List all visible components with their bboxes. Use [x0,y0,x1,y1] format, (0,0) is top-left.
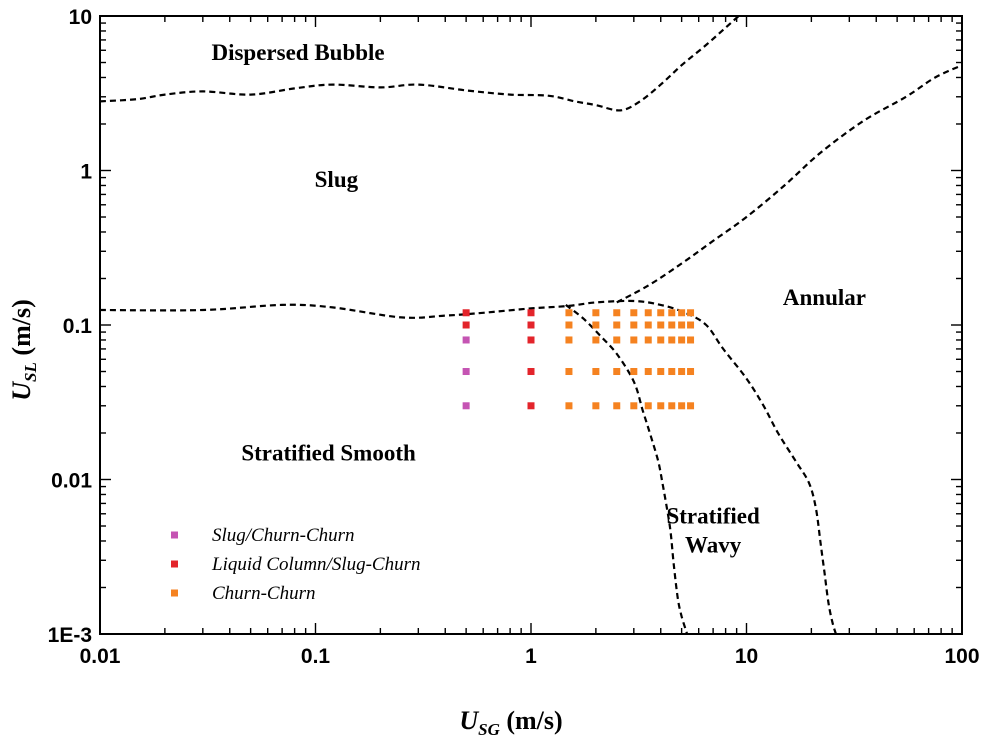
region-label-stratified-wavy: Stratified Wavy [666,503,759,557]
legend: Slug/Churn-Churn Liquid Column/Slug-Churn… [171,525,421,604]
data-point-series-3 [592,336,600,344]
legend-label: Slug/Churn-Churn [212,525,355,546]
legend-swatch [171,560,178,568]
data-point-series-3 [613,368,621,376]
y-tick-label: 0.01 [51,470,92,493]
data-point-series-3 [668,336,676,344]
data-point-series-3 [668,321,676,329]
data-point-series-3 [613,336,621,344]
data-point-series-1 [462,402,470,410]
dispersed-bubble-boundary [99,15,740,112]
plot-frame [99,15,963,635]
data-point-series-2 [527,402,535,410]
legend-swatch [171,531,178,539]
data-point-series-1 [462,336,470,344]
data-point-series-2 [527,368,535,376]
data-point-series-3 [657,368,665,376]
legend-swatch [171,589,178,597]
y-axis-title-subscript: SL [21,362,40,382]
data-point-series-3 [630,368,638,376]
data-point-series-2 [527,309,535,317]
data-point-series-3 [687,368,695,376]
data-point-series-2 [527,336,535,344]
data-point-series-3 [565,321,573,329]
data-point-series-3 [657,309,665,317]
stratified-wavy-boundary [565,304,689,635]
data-point-series-3 [565,336,573,344]
data-point-series-3 [687,336,695,344]
y-axis-title-unit: (m/s) [7,299,36,362]
data-point-series-3 [644,321,652,329]
y-tick-label: 10 [69,6,92,29]
x-axis-title-main: U [459,706,479,735]
data-point-series-3 [687,321,695,329]
data-point-series-3 [613,321,621,329]
x-tick-label: 0.1 [301,645,331,668]
region-labels-layer: Dispersed Bubble Slug Annular Stratified Sm… [211,40,866,558]
data-point-series-3 [678,309,686,317]
data-point-series-3 [592,309,600,317]
data-point-series-3 [630,402,638,410]
data-points-layer [462,309,695,410]
data-point-series-3 [687,402,695,410]
data-point-series-3 [678,336,686,344]
legend-label: Churn-Churn [212,583,315,604]
data-point-series-3 [668,309,676,317]
data-point-series-3 [644,336,652,344]
data-point-series-2 [462,321,470,329]
x-axis-title-subscript: SG [478,720,500,739]
y-tick-label: 1E-3 [48,624,92,647]
data-point-series-3 [592,368,600,376]
data-point-series-3 [644,309,652,317]
data-point-series-3 [565,402,573,410]
region-label-dispersed-bubble: Dispersed Bubble [211,40,384,65]
x-axis-title-unit: (m/s) [500,706,563,735]
y-tick-label: 0.1 [63,315,93,338]
x-tick-label: 10 [735,645,758,668]
data-point-series-3 [592,321,600,329]
data-point-series-3 [678,321,686,329]
data-point-series-2 [527,321,535,329]
x-tick-label: 100 [944,645,979,668]
x-axis-title: USG (m/s) [459,706,562,739]
x-tick-label: 0.01 [80,645,121,668]
data-point-series-3 [613,402,621,410]
y-tick-label: 1 [80,161,92,184]
data-point-series-3 [630,309,638,317]
data-point-series-3 [657,321,665,329]
y-axis-title-main: U [7,381,36,401]
data-point-series-3 [678,402,686,410]
data-point-series-3 [668,368,676,376]
data-point-series-3 [644,402,652,410]
x-tick-label: 1 [525,645,537,668]
data-point-series-3 [657,336,665,344]
data-point-series-3 [630,321,638,329]
data-point-series-3 [565,368,573,376]
region-label-slug: Slug [315,167,359,192]
stratified-upper-boundary [99,299,837,635]
data-point-series-2 [462,309,470,317]
data-point-series-3 [630,336,638,344]
data-point-series-3 [678,368,686,376]
y-axis-title: USL (m/s) [7,299,40,400]
legend-label: Liquid Column/Slug-Churn [211,554,421,575]
region-label-stratified-smooth: Stratified Smooth [241,440,416,465]
data-point-series-3 [657,402,665,410]
data-point-series-3 [592,402,600,410]
region-label-annular: Annular [783,285,866,310]
data-point-series-3 [613,309,621,317]
annular-boundary [616,64,963,304]
data-point-series-3 [668,402,676,410]
data-point-series-3 [565,309,573,317]
data-point-series-3 [687,309,695,317]
data-point-series-3 [644,368,652,376]
data-point-series-1 [462,368,470,376]
